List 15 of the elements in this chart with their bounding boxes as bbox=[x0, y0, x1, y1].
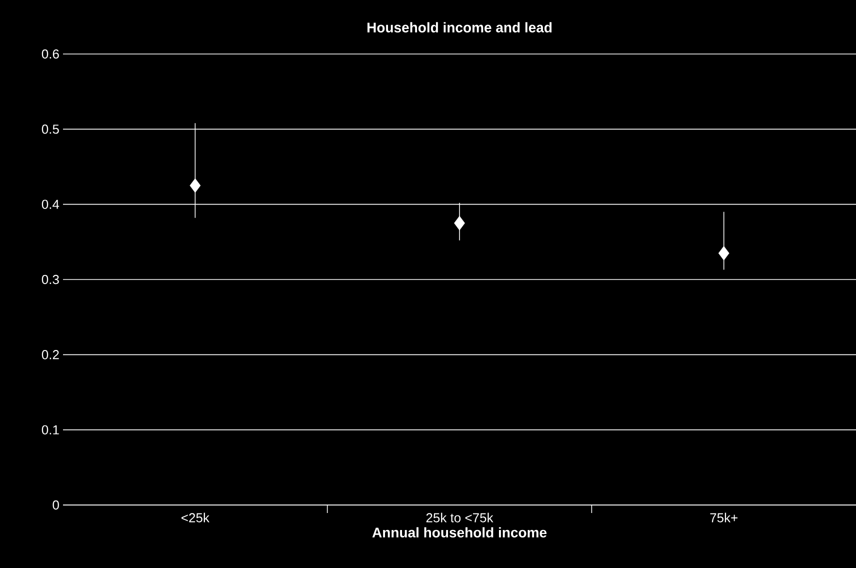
y-tick-label: 0.4 bbox=[42, 200, 60, 209]
chart-title: Household income and lead bbox=[367, 22, 552, 32]
x-tick-label: 75k+ bbox=[710, 512, 738, 522]
y-tick-label: 0.5 bbox=[42, 124, 59, 134]
point bbox=[454, 216, 465, 230]
x-axis-title: Annual household income bbox=[372, 527, 547, 538]
point bbox=[190, 178, 201, 193]
point bbox=[718, 246, 730, 260]
y-tick-label: 0.6 bbox=[42, 49, 59, 59]
x-tick-label: 25k to <75k bbox=[426, 512, 494, 522]
y-tick-label: 0.1 bbox=[42, 425, 59, 434]
y-tick-label: 0.3 bbox=[42, 274, 59, 284]
x-tick-label: <25k bbox=[182, 512, 210, 522]
y-tick-label: 0.2 bbox=[42, 350, 59, 360]
y-tick-label: 0 bbox=[52, 500, 59, 510]
